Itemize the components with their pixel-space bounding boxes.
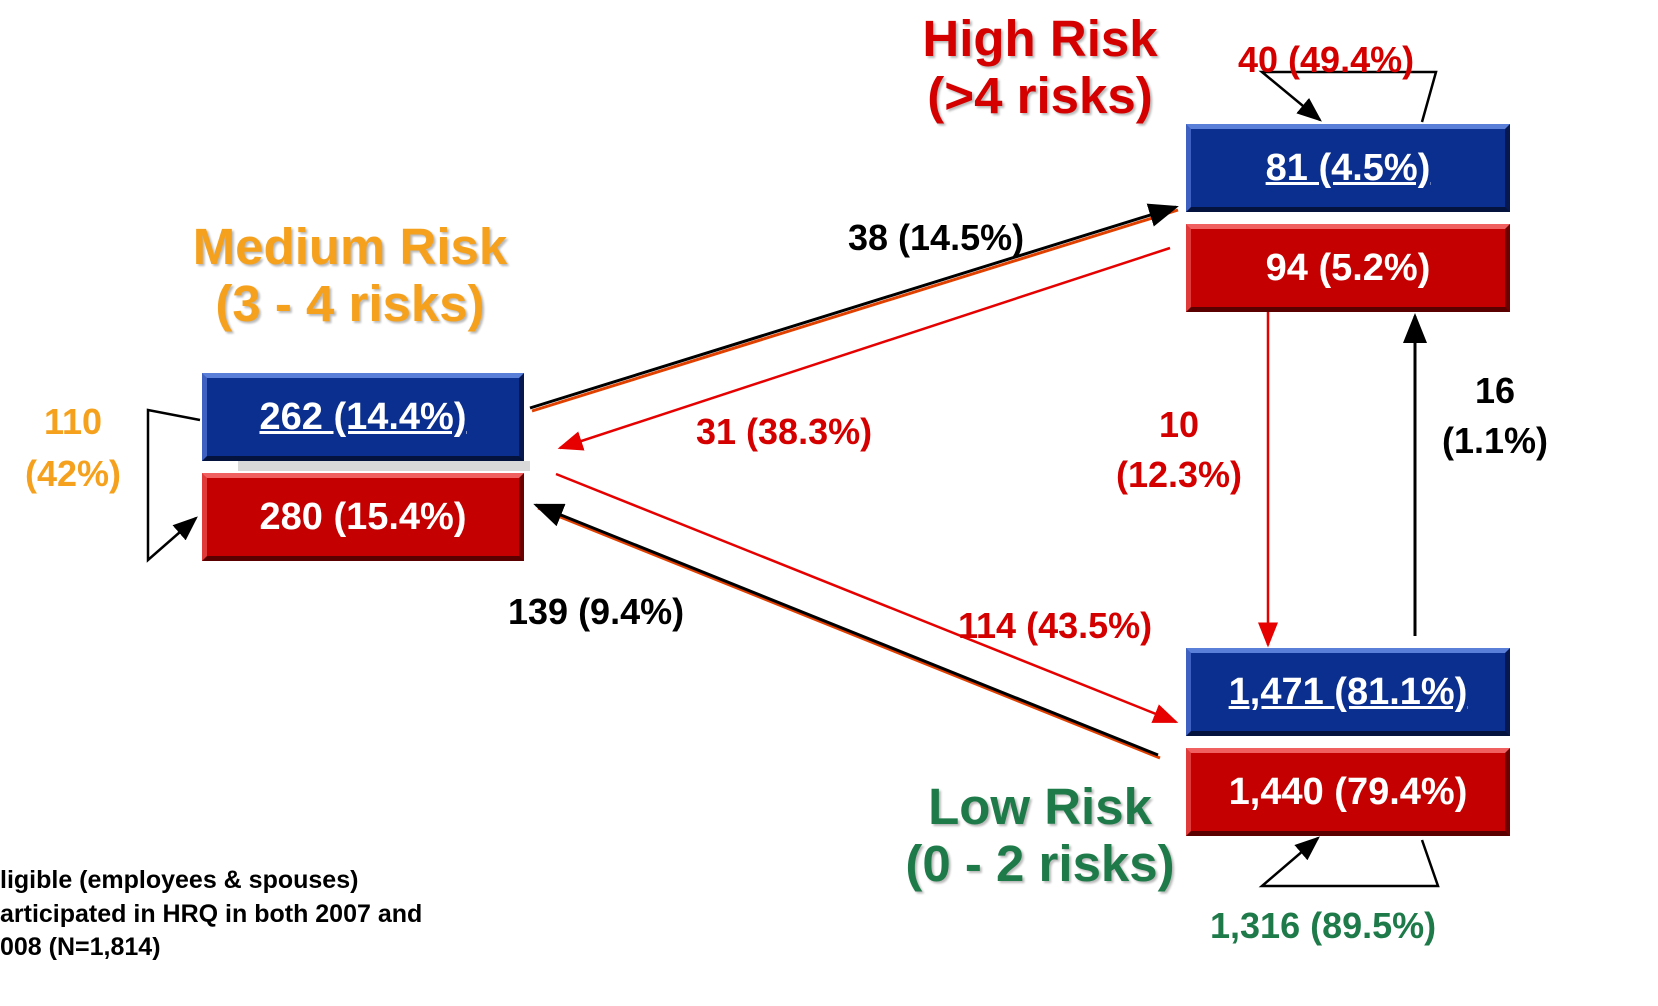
low-risk-title-line1: Low Risk — [928, 778, 1152, 835]
arrow-low-to-medium-shadow — [537, 506, 1161, 760]
medium-risk-title-line1: Medium Risk — [192, 218, 508, 275]
flow-high-to-medium-label: 31 (38.3%) — [696, 411, 873, 452]
high-risk-title-line1: High Risk — [922, 10, 1158, 67]
flow-low-to-high-line1: 16 — [1474, 370, 1516, 411]
low-risk-after-value: 1,440 (79.4%) — [1228, 770, 1468, 813]
arrow-low-to-medium — [533, 503, 1159, 757]
flow-low-to-medium-label: 139 (9.4%) — [508, 591, 685, 632]
flow-low-to-high-label: 16 (1.1%) — [1420, 366, 1570, 467]
low-risk-before-value: 1,471 (81.1%) — [1228, 670, 1468, 713]
arrow-low-stay — [1258, 836, 1440, 888]
medium-risk-title: Medium Risk (3 - 4 risks) — [140, 218, 560, 332]
medium-risk-divider — [238, 461, 530, 471]
high-risk-title-line2: (>4 risks) — [927, 67, 1153, 125]
footnote-line3: 008 (N=1,814) — [0, 933, 161, 961]
medium-risk-before-value: 262 (14.4%) — [259, 395, 467, 438]
arrow-medium-to-high — [529, 203, 1179, 410]
medium-risk-stay-line1: 110 — [43, 401, 103, 442]
medium-risk-after-box: 280 (15.4%) — [202, 473, 524, 561]
medium-risk-before-box: 262 (14.4%) — [202, 373, 524, 461]
low-risk-before-box: 1,471 (81.1%) — [1186, 648, 1510, 736]
arrow-high-stay — [1258, 70, 1438, 123]
flow-medium-to-low-label: 114 (43.5%) — [958, 605, 1153, 646]
high-risk-before-value: 81 (4.5%) — [1265, 146, 1431, 189]
low-risk-stay-label: 1,316 (89.5%) — [1210, 905, 1437, 946]
medium-risk-title-line2: (3 - 4 risks) — [215, 275, 485, 333]
flow-high-to-low-line2: (12.3%) — [1115, 454, 1243, 496]
arrow-medium-to-high-shadow — [531, 208, 1179, 413]
arrow-medium-to-low — [555, 472, 1179, 724]
high-risk-after-value: 94 (5.2%) — [1265, 246, 1431, 289]
high-risk-before-box: 81 (4.5%) — [1186, 124, 1510, 212]
medium-risk-stay-label: 110 (42%) — [8, 396, 138, 500]
flow-low-to-high-line2: (1.1%) — [1441, 420, 1549, 462]
flow-high-to-low-label: 10 (12.3%) — [1094, 400, 1264, 501]
low-risk-after-box: 1,440 (79.4%) — [1186, 748, 1510, 836]
high-risk-after-box: 94 (5.2%) — [1186, 224, 1510, 312]
arrow-medium-stay — [146, 408, 201, 563]
high-risk-stay-label: 40 (49.4%) — [1238, 39, 1415, 80]
flow-high-to-low-line1: 10 — [1158, 404, 1200, 445]
low-risk-title-line2: (0 - 2 risks) — [905, 835, 1175, 893]
low-risk-title: Low Risk (0 - 2 risks) — [870, 778, 1210, 892]
medium-risk-after-value: 280 (15.4%) — [259, 495, 467, 538]
flow-medium-to-high-label: 38 (14.5%) — [848, 217, 1025, 258]
high-risk-title: High Risk (>4 risks) — [890, 10, 1190, 124]
medium-risk-stay-line2: (42%) — [24, 453, 122, 495]
footnote-line2: articipated in HRQ in both 2007 and — [0, 899, 423, 928]
footnote-line1: ligible (employees & spouses) — [0, 866, 359, 894]
footnote: ligible (employees & spouses) articipate… — [0, 864, 422, 965]
arrow-high-to-medium — [557, 246, 1171, 451]
